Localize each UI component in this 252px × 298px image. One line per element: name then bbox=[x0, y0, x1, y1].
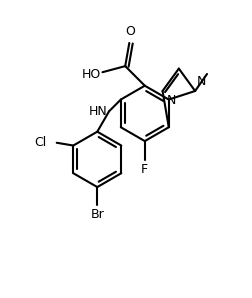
Text: Br: Br bbox=[90, 208, 104, 221]
Text: O: O bbox=[125, 25, 135, 38]
Text: F: F bbox=[141, 163, 148, 176]
Text: N: N bbox=[196, 75, 206, 88]
Text: Cl: Cl bbox=[35, 136, 47, 149]
Text: HN: HN bbox=[88, 105, 107, 118]
Text: HO: HO bbox=[81, 68, 100, 81]
Text: N: N bbox=[166, 94, 175, 107]
